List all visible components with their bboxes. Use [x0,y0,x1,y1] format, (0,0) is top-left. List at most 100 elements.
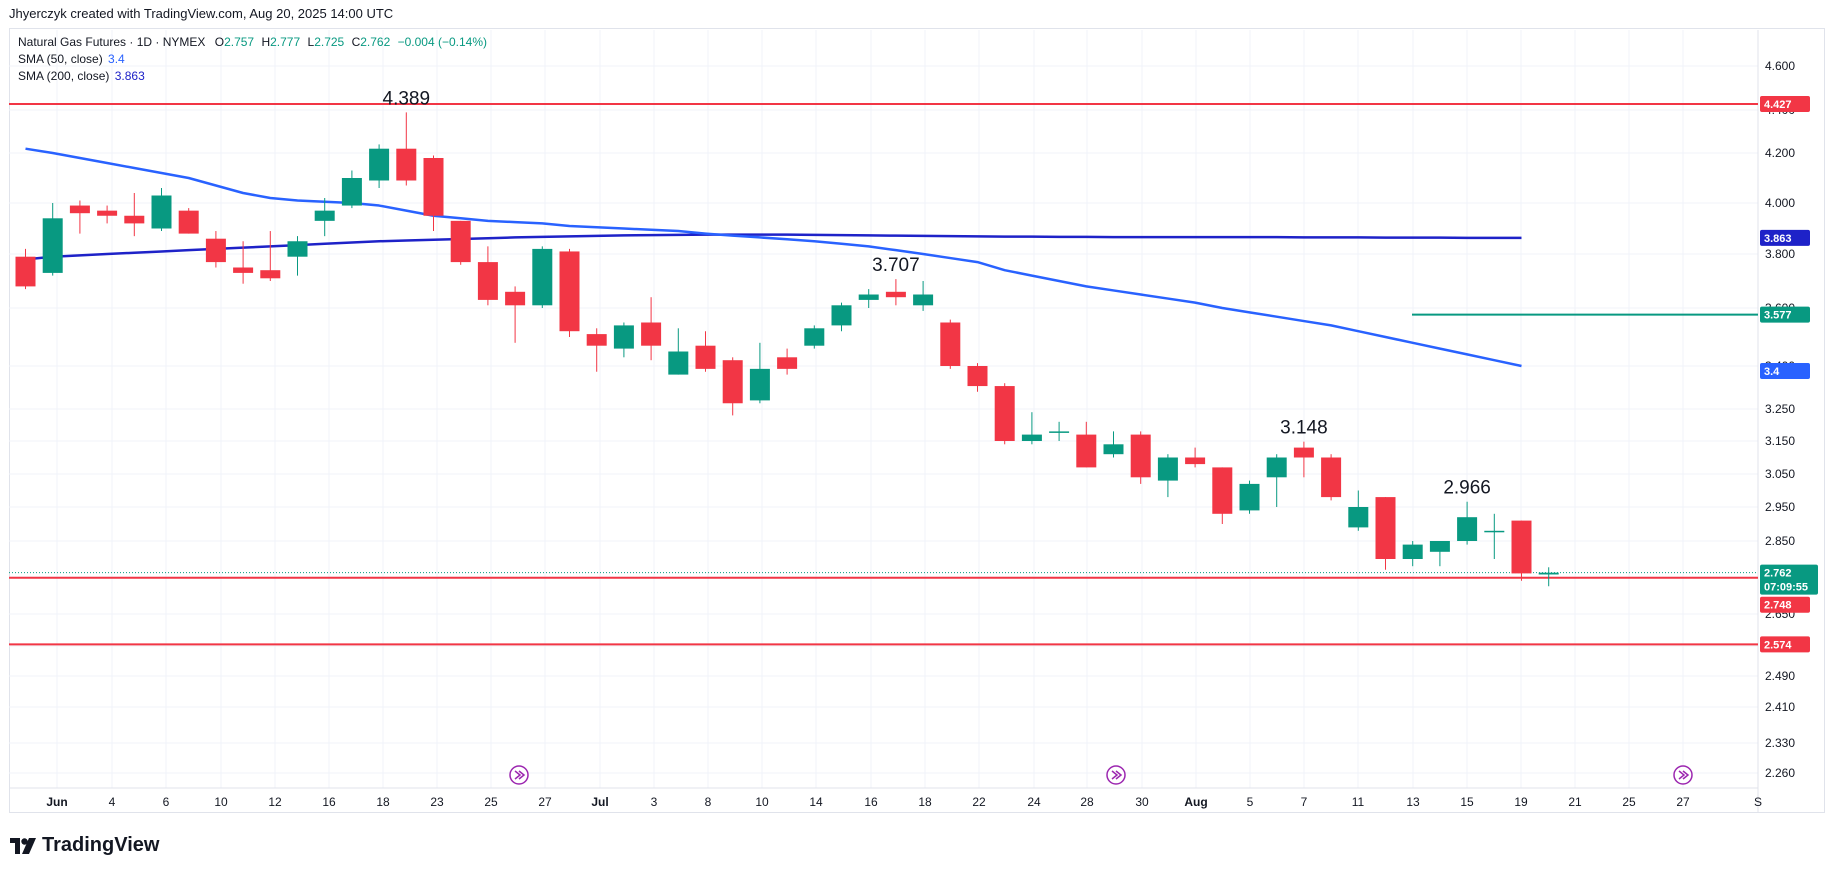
candle-body[interactable] [967,366,988,387]
candle-body[interactable] [722,360,743,404]
x-tick-label: 19 [1514,795,1528,809]
candle-body[interactable] [885,291,906,298]
peak-label: 3.707 [872,255,920,276]
candle-body[interactable] [1348,507,1369,528]
candle-body[interactable] [1457,517,1478,541]
candle-body[interactable] [532,248,553,306]
candle-body[interactable] [1212,467,1233,514]
candle-body[interactable] [505,291,526,306]
candle-body[interactable] [994,386,1015,441]
candle-body[interactable] [1103,444,1124,455]
x-tick-label: Jun [46,795,67,809]
candle-body[interactable] [913,294,934,306]
candle-body[interactable] [287,241,308,257]
candle-body[interactable] [749,368,770,401]
badge-2748 [1760,596,1810,613]
candle-body[interactable] [1511,520,1532,574]
chart-caption: Jhyerczyk created with TradingView.com, … [9,6,394,21]
x-tick-label: S [1754,795,1762,809]
tradingview-logo[interactable]: TradingView [10,834,159,857]
candle-body[interactable] [314,210,335,221]
candle-body[interactable] [69,205,90,214]
candle-body[interactable] [1239,483,1260,511]
candle-body[interactable] [178,210,199,234]
legend-sma200-row[interactable]: SMA (200, close) 3.863 [18,68,487,85]
candle-body[interactable] [613,325,634,349]
candle-body[interactable] [940,322,961,367]
chart-legend: Natural Gas Futures · 1D · NYMEX O2.757 … [18,34,487,85]
y-tick-label: 2.950 [1765,500,1795,514]
candle-body[interactable] [151,195,172,229]
candle-body[interactable] [858,294,879,300]
tv-logo-icon [10,837,36,854]
candle-body[interactable] [233,267,254,273]
legend-sma50-row[interactable]: SMA (50, close) 3.4 [18,51,487,68]
badge-sma50-text: 3.4 [1764,366,1780,378]
chart-frame [9,28,1825,813]
candle-body[interactable] [1375,497,1396,559]
candle-body[interactable] [423,158,444,216]
candle-body[interactable] [1130,434,1151,478]
candle-body[interactable] [1157,457,1178,481]
candle-body[interactable] [124,215,145,224]
candle-body[interactable] [396,148,417,181]
candle-body[interactable] [777,357,798,369]
candle-body[interactable] [97,210,118,216]
legend-sma50-label: SMA (50, close) [18,52,103,66]
legend-low-label: L [307,35,315,49]
candle-body[interactable] [450,220,471,263]
legend-ohlc-row: Natural Gas Futures · 1D · NYMEX O2.757 … [18,34,487,51]
candle-body[interactable] [1538,572,1559,575]
candle-body[interactable] [341,178,362,206]
y-tick-label: 2.330 [1765,736,1795,750]
candle-body[interactable] [1321,457,1342,498]
candle-body[interactable] [1402,544,1423,559]
candle-body[interactable] [559,251,580,332]
candle-body[interactable] [804,328,825,346]
y-tick-label: 2.490 [1765,669,1795,683]
x-tick-label: 30 [1135,795,1149,809]
x-tick-label: 25 [484,795,498,809]
candle-body[interactable] [641,322,662,346]
y-tick-label: 2.850 [1765,534,1795,548]
candle-body[interactable] [477,262,498,300]
candle-body[interactable] [1429,541,1450,552]
legend-open-label: O [214,35,225,49]
badge-countdown-text: 07:09:55 [1764,582,1808,594]
legend-high: 2.777 [270,35,301,49]
event-marker-chevron [514,770,526,780]
candle-body[interactable] [1484,530,1505,533]
x-tick-label: 28 [1080,795,1094,809]
tradingview-brand: TradingView [42,834,160,856]
candle-body[interactable] [695,345,716,369]
badge-2574 [1760,636,1810,653]
candle-body[interactable] [1049,431,1070,433]
legend-sma200-value: 3.863 [114,69,145,83]
candle-body[interactable] [1293,447,1314,458]
sma50-line[interactable] [25,147,1522,368]
badge-2748-text: 2.748 [1764,600,1792,612]
x-tick-label: 6 [163,795,170,809]
candle-body[interactable] [1076,434,1097,468]
x-tick-label: 16 [322,795,336,809]
candle-body[interactable] [1185,457,1206,465]
candle-body[interactable] [15,256,36,287]
candle-body[interactable] [260,270,281,279]
candle-body[interactable] [831,305,852,326]
sma200-line[interactable] [25,233,1522,261]
candle-body[interactable] [668,351,689,375]
x-tick-label: 11 [1352,795,1365,809]
event-marker-chevron [1111,770,1123,780]
y-tick-label: 4.600 [1765,59,1795,73]
candle-body[interactable] [42,218,63,273]
x-tick-label: 7 [1301,795,1308,809]
candle-body[interactable] [369,148,390,181]
candle-body[interactable] [1021,434,1042,441]
candle-body[interactable] [205,238,226,263]
y-tick-label: 4.000 [1765,196,1795,210]
candle-body[interactable] [1266,457,1287,478]
candle-body[interactable] [586,334,607,346]
x-tick-label: 15 [1460,795,1474,809]
legend-open: 2.757 [224,35,255,49]
